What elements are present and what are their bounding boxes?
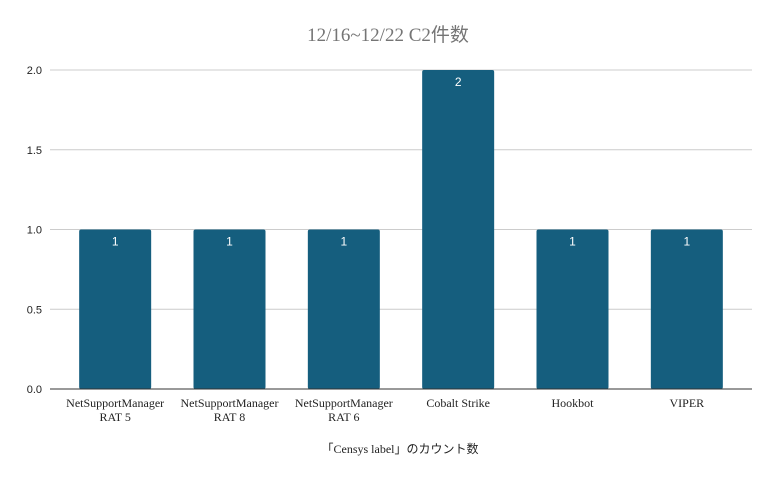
data-label: 1 — [569, 235, 576, 249]
y-tick-label: 1.5 — [27, 145, 42, 157]
bar — [536, 229, 609, 389]
x-category-label: RAT 8 — [214, 410, 245, 424]
bar — [650, 229, 723, 389]
x-category-label: RAT 5 — [99, 410, 130, 424]
x-category-label: NetSupportManager — [181, 396, 279, 410]
data-label: 1 — [112, 235, 119, 249]
bar — [79, 229, 152, 389]
y-axis-tick-labels: 0.0 0.5 1.0 1.5 2.0 — [27, 65, 42, 396]
x-category-label: VIPER — [669, 396, 704, 410]
x-category-label: RAT 6 — [328, 410, 359, 424]
data-label: 1 — [683, 235, 690, 249]
y-tick-label: 0.0 — [27, 384, 42, 396]
bar — [422, 70, 495, 389]
data-labels: 1 1 1 2 1 1 — [112, 75, 691, 249]
x-category-label: NetSupportManager — [66, 396, 164, 410]
bars — [79, 70, 723, 389]
chart-title: 12/16~12/22 C2件数 — [307, 24, 469, 46]
y-tick-label: 0.5 — [27, 304, 42, 316]
data-label: 2 — [455, 75, 462, 89]
bar — [307, 229, 380, 389]
gridlines — [50, 69, 752, 310]
y-tick-label: 1.0 — [27, 225, 42, 237]
x-category-label: Hookbot — [552, 396, 595, 410]
x-category-label: NetSupportManager — [295, 396, 393, 410]
data-label: 1 — [226, 235, 233, 249]
y-tick-label: 2.0 — [27, 65, 42, 77]
bar — [193, 229, 266, 389]
x-category-label: Cobalt Strike — [426, 396, 490, 410]
data-label: 1 — [340, 235, 347, 249]
x-axis-title: 「Censys label」のカウント数 — [322, 441, 479, 456]
